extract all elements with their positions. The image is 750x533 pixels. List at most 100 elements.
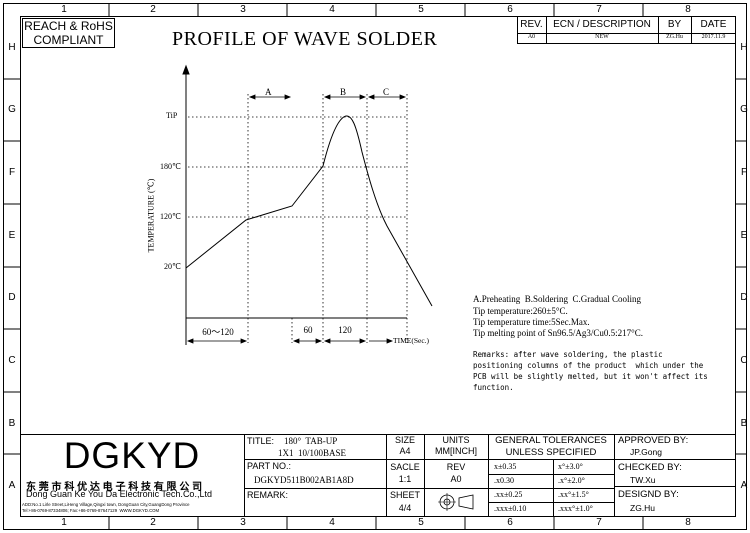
zone-row-label: B xyxy=(8,418,16,429)
tolerance-header-2: UNLESS SPECIFIED xyxy=(505,447,597,458)
reach-rohs-box xyxy=(22,18,115,48)
by-header: BY xyxy=(667,19,682,30)
date-value: 2017.11.9 xyxy=(701,34,726,40)
company-contact: Tel:+86-0769-87334806; Fax:+86-0769-8764… xyxy=(22,508,160,513)
company-address: ADD:No.1 Lirle Street,LiHeng Village,Qin… xyxy=(22,502,190,507)
tolerance-cell: .xxx±0.10 xyxy=(494,504,527,513)
approved-by-label: APPROVED BY: xyxy=(618,435,689,446)
zone-row-label: F xyxy=(740,167,748,178)
time-segment-1: 60～120 xyxy=(202,327,234,337)
zone-col-label: 7 xyxy=(596,517,602,528)
company-logo: DGKYD xyxy=(63,435,201,476)
scale-value: 1:1 xyxy=(398,474,412,484)
title-value-1: 180° TAB-UP xyxy=(284,436,338,446)
size-value: A4 xyxy=(399,446,411,456)
zone-col-label: 5 xyxy=(418,517,424,528)
zone-col-label: 1 xyxy=(61,4,67,15)
zone-col-label: 1 xyxy=(61,517,67,528)
title-label: TITLE: xyxy=(247,436,275,446)
tolerance-cell: .xx±0.25 xyxy=(494,490,523,499)
border-ticks xyxy=(3,3,747,530)
chart-grid xyxy=(188,94,408,343)
y-axis-label: TEMPERATURE (℃) xyxy=(146,178,156,253)
solder-profile-line xyxy=(185,115,433,307)
zone-row-label: C xyxy=(8,355,16,366)
company-name-en: Dong Guan Ke You Da Electronic Tech.Co.,… xyxy=(26,489,212,499)
company-name-cn: 东 莞 市 科 优 达 电 子 科 技 有 限 公 司 xyxy=(26,482,203,493)
designed-by-value: ZG.Hu xyxy=(630,503,656,513)
note-line: Tip melting point of Sn96.5/Ag3/Cu0.5:21… xyxy=(473,328,644,338)
y-axis-arrow xyxy=(182,64,190,75)
sheet-value: 4/4 xyxy=(398,503,412,513)
zone-col-label: 4 xyxy=(329,4,335,15)
rev-header: REV. xyxy=(520,19,543,30)
zone-row-label: G xyxy=(740,104,748,115)
zone-label-c: C xyxy=(383,87,390,97)
zone-col-label: 8 xyxy=(685,517,691,528)
zone-col-label: 4 xyxy=(329,517,335,528)
size-label: SIZE xyxy=(394,435,415,445)
designed-by-label: DESIGND BY: xyxy=(618,489,679,500)
zone-row-label: C xyxy=(740,355,748,366)
zone-arrows xyxy=(248,94,407,100)
page-title: PROFILE OF WAVE SOLDER xyxy=(172,28,438,50)
remark-line: positioning columns of the product which… xyxy=(473,361,704,370)
zone-col-label: 8 xyxy=(685,4,691,15)
by-value: ZG.Hu xyxy=(666,34,683,40)
units-value: MM[INCH] xyxy=(435,446,477,456)
zone-col-label: 3 xyxy=(240,4,246,15)
tolerance-cell: x°±3.0° xyxy=(558,462,583,471)
zone-row-label: D xyxy=(740,292,748,303)
checked-by-label: CHECKED BY: xyxy=(618,462,682,473)
reach-rohs-line2: COMPLIANT xyxy=(33,33,104,47)
y-tick-label-20: 20℃ xyxy=(164,262,181,271)
zone-row-label: F xyxy=(8,167,16,178)
zone-label-b: B xyxy=(340,87,347,97)
remark-line: PCB will be slightly melted, but it won'… xyxy=(473,372,708,381)
note-line: Tip temperature:260±5°C. xyxy=(473,306,568,316)
part-no-value: DGKYD511B002AB1A8D xyxy=(254,475,354,485)
y-tick-label-tip: TiP xyxy=(166,111,178,120)
date-header: DATE xyxy=(700,19,727,30)
sheet-label: SHEET xyxy=(389,490,420,500)
remark-line: Remarks: after wave soldering, the plast… xyxy=(473,350,663,359)
zone-col-label: 5 xyxy=(418,4,424,15)
inner-frame xyxy=(20,16,736,517)
zone-col-label: 7 xyxy=(596,4,602,15)
zone-col-label: 6 xyxy=(507,517,513,528)
time-segment-2: 60 xyxy=(303,325,313,335)
zone-col-label: 2 xyxy=(150,4,156,15)
y-tick-label-180: 180℃ xyxy=(160,162,181,171)
zone-row-label: E xyxy=(8,230,16,241)
tolerance-cell: .x0.30 xyxy=(494,476,514,485)
title-value-2: 1X1 10/100BASE xyxy=(278,448,347,458)
ecn-header: ECN / DESCRIPTION xyxy=(553,19,651,30)
zone-row-label: A xyxy=(740,480,748,491)
reach-rohs-line1: REACH & RoHS xyxy=(24,19,113,33)
zone-row-label: E xyxy=(740,230,748,241)
zone-label-a: A xyxy=(265,87,272,97)
zone-col-label: 6 xyxy=(507,4,513,15)
checked-by-value: TW.Xu xyxy=(630,475,656,485)
x-axis-label: TIME(Sec.) xyxy=(393,336,430,345)
tolerance-cell: .xx°±1.5° xyxy=(558,490,589,499)
zone-row-label: H xyxy=(740,42,748,53)
tolerance-header-1: GENERAL TOLERANCES xyxy=(495,435,607,446)
approved-by-value: JP.Gong xyxy=(630,447,662,457)
rev-value: A0 xyxy=(527,34,536,40)
rev-label: REV xyxy=(446,462,466,472)
chart-axes xyxy=(182,64,407,345)
zone-col-label: 2 xyxy=(150,517,156,528)
note-line: A.Preheating B.Soldering C.Gradual Cooli… xyxy=(473,294,641,304)
scale-label: SACLE xyxy=(390,462,420,472)
tolerance-cell: x±0.35 xyxy=(494,462,517,471)
rev-value-block: A0 xyxy=(450,474,462,484)
remark-label: REMARK: xyxy=(247,490,289,500)
y-tick-label-120: 120℃ xyxy=(160,212,181,221)
projection-symbol-icon xyxy=(438,493,474,511)
tolerance-cell: .xxx°±1.0° xyxy=(558,504,593,513)
zone-row-label: G xyxy=(8,104,16,115)
remark-line: function. xyxy=(473,383,514,392)
zone-row-label: A xyxy=(8,480,16,491)
